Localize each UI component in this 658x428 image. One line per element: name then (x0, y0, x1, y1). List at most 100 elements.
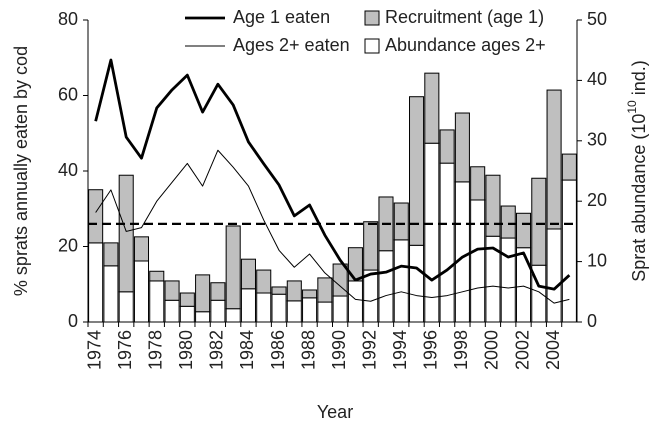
bar (286, 300, 302, 323)
bar (103, 265, 119, 323)
bar (317, 301, 333, 323)
y2-tick-label: 0 (587, 311, 597, 331)
bar (225, 308, 241, 323)
x-tick-label: 1986 (268, 330, 288, 370)
bar (179, 305, 195, 323)
bar (470, 199, 486, 323)
legend-label: Abundance ages 2+ (385, 35, 546, 55)
y2-tick-label: 10 (587, 250, 607, 270)
x-tick-label: 1992 (359, 330, 379, 370)
x-tick-label: 1994 (390, 330, 410, 370)
bar (546, 228, 562, 323)
bar (454, 112, 470, 183)
bar (439, 162, 455, 323)
x-tick-label: 2004 (543, 330, 563, 370)
x-tick-label: 2000 (482, 330, 502, 370)
y2-tick-label: 30 (587, 130, 607, 150)
y2-tick-label: 40 (587, 69, 607, 89)
bar (424, 142, 440, 323)
bar (515, 212, 532, 249)
legend-label: Recruitment (age 1) (385, 7, 544, 27)
bar (195, 274, 211, 313)
y2-title-end: ind.) (629, 60, 649, 100)
bar (302, 297, 318, 323)
bar (454, 181, 470, 323)
bar (500, 237, 516, 323)
bar (439, 129, 455, 164)
y-tick-label: 60 (58, 84, 78, 104)
y2-title-main: Sprat abundance (10 (629, 114, 649, 282)
bar (409, 96, 425, 246)
bar (302, 289, 318, 299)
bar (225, 225, 241, 310)
legend-label: Age 1 eaten (233, 7, 330, 27)
bar (164, 280, 180, 301)
bar (393, 202, 409, 241)
bar (500, 205, 516, 239)
bar (409, 244, 425, 323)
bar (179, 292, 195, 307)
bar (378, 250, 394, 323)
x-tick-label: 1996 (421, 330, 441, 370)
y-tick-label: 40 (58, 160, 78, 180)
bar (240, 258, 256, 290)
bar (332, 295, 348, 323)
x-tick-label: 1998 (451, 330, 471, 370)
line (95, 149, 570, 304)
y-axis-title: % sprats annually eaten by cod (11, 46, 31, 296)
bar (195, 311, 211, 323)
bar (363, 221, 379, 271)
bar (561, 153, 577, 181)
y2-axis-title: Sprat abundance (1010 ind.) (625, 60, 649, 282)
x-tick-label: 1974 (84, 330, 104, 370)
bar (271, 286, 287, 295)
bar (149, 270, 165, 282)
bar (88, 189, 104, 244)
bar (317, 277, 333, 303)
bar (133, 260, 150, 323)
bar (546, 89, 562, 230)
bar (164, 299, 180, 323)
line (94, 58, 571, 291)
bar (133, 236, 150, 262)
bar (470, 166, 486, 201)
x-tick-label: 2002 (512, 330, 532, 370)
bar (118, 174, 134, 293)
bar (210, 282, 226, 301)
bar (149, 280, 165, 323)
x-tick-label: 1982 (207, 330, 227, 370)
bar (531, 177, 547, 266)
legend-label: Ages 2+ eaten (233, 35, 350, 55)
bar (240, 288, 256, 323)
y2-tick-label: 20 (587, 190, 607, 210)
x-tick-label: 1976 (115, 330, 135, 370)
bar (271, 293, 287, 323)
x-tick-label: 1990 (329, 330, 349, 370)
y-tick-label: 80 (58, 9, 78, 29)
bar (515, 247, 532, 323)
y-tick-label: 0 (68, 311, 78, 331)
legend-swatch (364, 10, 380, 26)
bar (424, 72, 440, 144)
x-tick-label: 1980 (176, 330, 196, 370)
bar (393, 239, 409, 323)
y2-tick-label: 50 (587, 9, 607, 29)
bar (286, 280, 302, 302)
bar (485, 174, 501, 237)
bar (347, 280, 363, 323)
x-tick-label: 1984 (237, 330, 257, 370)
bar (256, 292, 272, 323)
x-axis-title: Year (317, 402, 353, 422)
bar (118, 291, 134, 323)
bar (103, 242, 119, 267)
bar (256, 269, 272, 294)
x-tick-label: 1988 (298, 330, 318, 370)
bar (88, 242, 104, 323)
bar (210, 299, 226, 323)
bar (363, 269, 379, 323)
y2-title-sup: 10 (625, 100, 639, 114)
legend-swatch (364, 38, 380, 54)
x-tick-label: 1978 (146, 330, 166, 370)
y-tick-label: 20 (58, 235, 78, 255)
